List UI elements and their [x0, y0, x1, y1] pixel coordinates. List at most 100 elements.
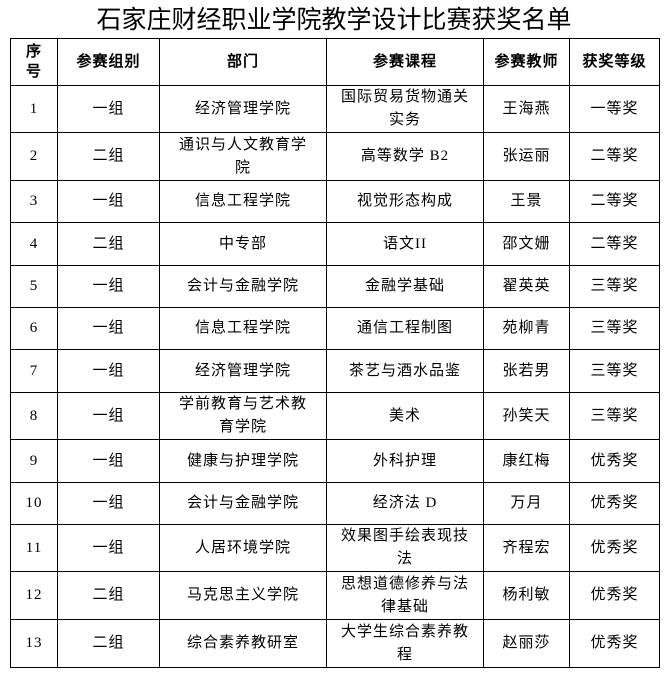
- cell-teacher: 万月: [483, 482, 570, 525]
- header-teacher: 参赛教师: [483, 38, 570, 86]
- table-row: 2 二组 通识与人文教育学院 高等数学 B2 张运丽 二等奖: [10, 132, 660, 181]
- cell-group: 一组: [57, 439, 160, 483]
- cell-course: 经济法 D: [326, 482, 484, 525]
- cell-department: 综合素养教研室: [159, 619, 327, 668]
- header-department: 部门: [159, 38, 327, 86]
- header-course: 参赛课程: [326, 38, 484, 86]
- table-row: 10 一组 会计与金融学院 经济法 D 万月 优秀奖: [10, 482, 660, 525]
- cell-award: 二等奖: [569, 180, 660, 223]
- cell-teacher: 赵丽莎: [483, 619, 570, 668]
- table-row: 7 一组 经济管理学院 茶艺与酒水品鉴 张若男 三等奖: [10, 349, 660, 393]
- cell-course: 效果图手绘表现技法: [326, 524, 484, 572]
- cell-index: 9: [10, 439, 58, 483]
- table-row: 11 一组 人居环境学院 效果图手绘表现技法 齐程宏 优秀奖: [10, 524, 660, 572]
- cell-course: 外科护理: [326, 439, 484, 483]
- cell-group: 一组: [57, 85, 160, 133]
- cell-group: 一组: [57, 265, 160, 308]
- cell-teacher: 康红梅: [483, 439, 570, 483]
- cell-course: 思想道德修养与法律基础: [326, 571, 484, 620]
- header-group: 参赛组别: [57, 38, 160, 86]
- cell-award: 优秀奖: [569, 619, 660, 668]
- cell-course: 国际贸易货物通关实务: [326, 85, 484, 133]
- cell-group: 一组: [57, 524, 160, 572]
- table-row: 13 二组 综合素养教研室 大学生综合素养教程 赵丽莎 优秀奖: [10, 619, 660, 668]
- table-row: 5 一组 会计与金融学院 金融学基础 翟英英 三等奖: [10, 265, 660, 308]
- table-row: 9 一组 健康与护理学院 外科护理 康红梅 优秀奖: [10, 439, 660, 483]
- cell-group: 二组: [57, 132, 160, 181]
- cell-teacher: 张运丽: [483, 132, 570, 181]
- cell-course: 金融学基础: [326, 265, 484, 308]
- cell-department: 学前教育与艺术教育学院: [159, 392, 327, 440]
- cell-department: 会计与金融学院: [159, 482, 327, 525]
- cell-department: 通识与人文教育学院: [159, 132, 327, 181]
- cell-teacher: 苑柳青: [483, 307, 570, 350]
- cell-teacher: 张若男: [483, 349, 570, 393]
- cell-group: 二组: [57, 222, 160, 266]
- cell-teacher: 邵文姗: [483, 222, 570, 266]
- cell-index: 10: [10, 482, 58, 525]
- cell-course: 语文II: [326, 222, 484, 266]
- header-index: 序号: [10, 38, 58, 86]
- table-row: 12 二组 马克思主义学院 思想道德修养与法律基础 杨利敏 优秀奖: [10, 571, 660, 620]
- cell-department: 健康与护理学院: [159, 439, 327, 483]
- cell-award: 优秀奖: [569, 571, 660, 620]
- cell-award: 优秀奖: [569, 524, 660, 572]
- cell-group: 二组: [57, 619, 160, 668]
- cell-department: 信息工程学院: [159, 180, 327, 223]
- cell-award: 三等奖: [569, 392, 660, 440]
- cell-course: 茶艺与酒水品鉴: [326, 349, 484, 393]
- table-row: 1 一组 经济管理学院 国际贸易货物通关实务 王海燕 一等奖: [10, 85, 660, 133]
- cell-teacher: 孙笑天: [483, 392, 570, 440]
- cell-department: 信息工程学院: [159, 307, 327, 350]
- cell-department: 会计与金融学院: [159, 265, 327, 308]
- cell-index: 3: [10, 180, 58, 223]
- cell-index: 12: [10, 571, 58, 620]
- cell-group: 一组: [57, 349, 160, 393]
- cell-award: 一等奖: [569, 85, 660, 133]
- cell-award: 优秀奖: [569, 439, 660, 483]
- cell-award: 优秀奖: [569, 482, 660, 525]
- cell-teacher: 王海燕: [483, 85, 570, 133]
- cell-index: 13: [10, 619, 58, 668]
- cell-teacher: 杨利敏: [483, 571, 570, 620]
- table-row: 8 一组 学前教育与艺术教育学院 美术 孙笑天 三等奖: [10, 392, 660, 440]
- cell-teacher: 翟英英: [483, 265, 570, 308]
- cell-index: 1: [10, 85, 58, 133]
- cell-index: 6: [10, 307, 58, 350]
- cell-course: 高等数学 B2: [326, 132, 484, 181]
- cell-index: 8: [10, 392, 58, 440]
- header-award: 获奖等级: [569, 38, 660, 86]
- cell-department: 中专部: [159, 222, 327, 266]
- table-row: 3 一组 信息工程学院 视觉形态构成 王景 二等奖: [10, 180, 660, 223]
- cell-group: 一组: [57, 307, 160, 350]
- cell-award: 三等奖: [569, 349, 660, 393]
- cell-department: 经济管理学院: [159, 85, 327, 133]
- award-table: 序号 参赛组别 部门 参赛课程 参赛教师 获奖等级 1 一组 经济管理学院 国际贸易货物通关实务…: [10, 38, 660, 668]
- table-header-row: 序号 参赛组别 部门 参赛课程 参赛教师 获奖等级: [10, 38, 660, 86]
- cell-index: 11: [10, 524, 58, 572]
- cell-index: 2: [10, 132, 58, 181]
- cell-group: 一组: [57, 392, 160, 440]
- cell-teacher: 王景: [483, 180, 570, 223]
- cell-department: 人居环境学院: [159, 524, 327, 572]
- cell-award: 三等奖: [569, 265, 660, 308]
- cell-course: 美术: [326, 392, 484, 440]
- table-row: 6 一组 信息工程学院 通信工程制图 苑柳青 三等奖: [10, 307, 660, 350]
- cell-award: 二等奖: [569, 132, 660, 181]
- cell-course: 视觉形态构成: [326, 180, 484, 223]
- cell-index: 7: [10, 349, 58, 393]
- cell-department: 马克思主义学院: [159, 571, 327, 620]
- cell-course: 大学生综合素养教程: [326, 619, 484, 668]
- cell-group: 二组: [57, 571, 160, 620]
- page-title: 石家庄财经职业学院教学设计比赛获奖名单: [96, 6, 572, 34]
- cell-teacher: 齐程宏: [483, 524, 570, 572]
- cell-index: 4: [10, 222, 58, 266]
- table-row: 4 二组 中专部 语文II 邵文姗 二等奖: [10, 222, 660, 266]
- cell-award: 二等奖: [569, 222, 660, 266]
- cell-course: 通信工程制图: [326, 307, 484, 350]
- cell-group: 一组: [57, 180, 160, 223]
- cell-group: 一组: [57, 482, 160, 525]
- cell-award: 三等奖: [569, 307, 660, 350]
- cell-department: 经济管理学院: [159, 349, 327, 393]
- cell-index: 5: [10, 265, 58, 308]
